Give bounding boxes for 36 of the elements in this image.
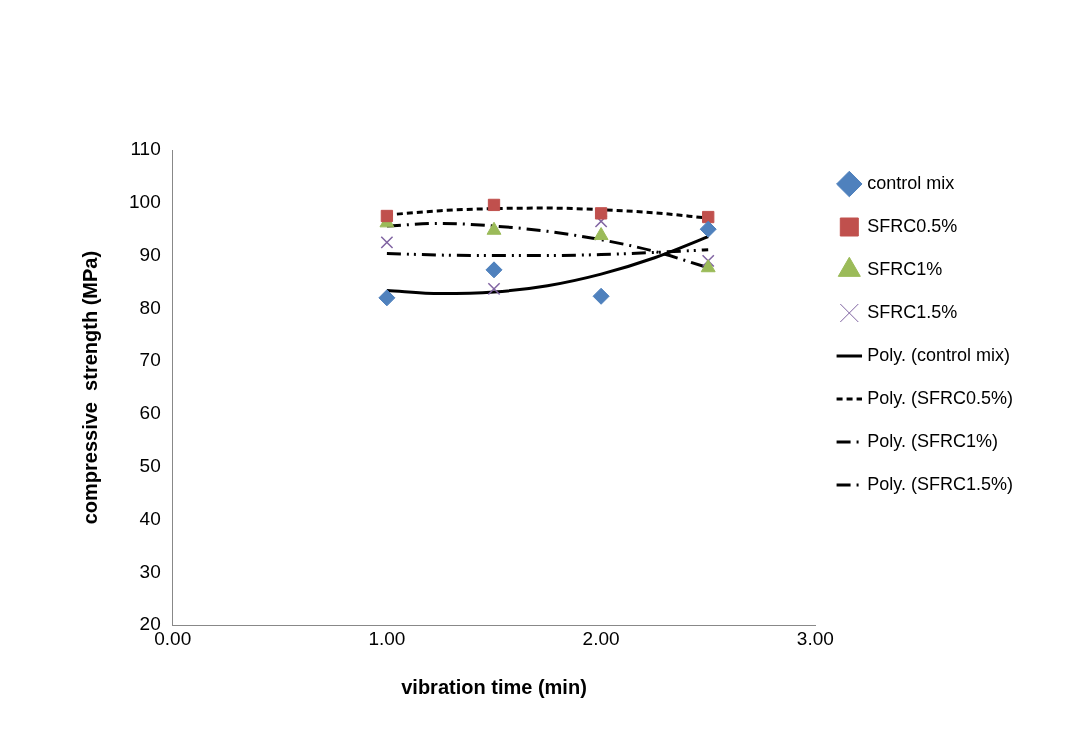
x-tick-label: 2.00 xyxy=(582,627,620,649)
x-axis-title: vibration time (min) xyxy=(401,675,587,698)
y-tick-label: 80 xyxy=(139,296,161,318)
x-tick-label: 1.00 xyxy=(368,627,406,649)
point xyxy=(702,210,715,224)
point xyxy=(485,261,503,279)
legend-label: SFRC1.5% xyxy=(867,301,958,322)
point xyxy=(700,259,716,273)
point xyxy=(380,235,394,249)
legend-label: Poly. (SFRC1.5%) xyxy=(867,473,1014,494)
y-tick-label: 100 xyxy=(129,191,161,213)
y-tick-label: 50 xyxy=(139,455,161,477)
legend-label: Poly. (control mix) xyxy=(867,344,1011,365)
y-axis-title: compressive strength (MPa) xyxy=(78,250,101,525)
point xyxy=(594,207,608,220)
point xyxy=(592,287,610,305)
point xyxy=(699,220,717,238)
point xyxy=(380,209,394,223)
y-tick-label: 90 xyxy=(139,243,161,265)
point xyxy=(487,198,501,212)
y-tick-label: 110 xyxy=(130,138,161,160)
legend-label: control mix xyxy=(867,172,955,193)
y-tick-label: 70 xyxy=(139,349,161,371)
point xyxy=(378,289,396,307)
point xyxy=(701,254,715,268)
legend-label: Poly. (SFRC0.5%) xyxy=(867,387,1014,408)
y-tick-label: 60 xyxy=(139,402,161,424)
legend-label: SFRC1% xyxy=(867,258,943,279)
point xyxy=(593,227,609,241)
legend-label: Poly. (SFRC1%) xyxy=(867,430,998,451)
point xyxy=(487,282,501,296)
y-tick-label: 30 xyxy=(139,560,161,582)
point xyxy=(486,221,502,235)
y-tick-label: 40 xyxy=(139,507,161,529)
x-tick-label: 3.00 xyxy=(796,627,834,649)
legend-label: SFRC0.5% xyxy=(867,215,958,236)
